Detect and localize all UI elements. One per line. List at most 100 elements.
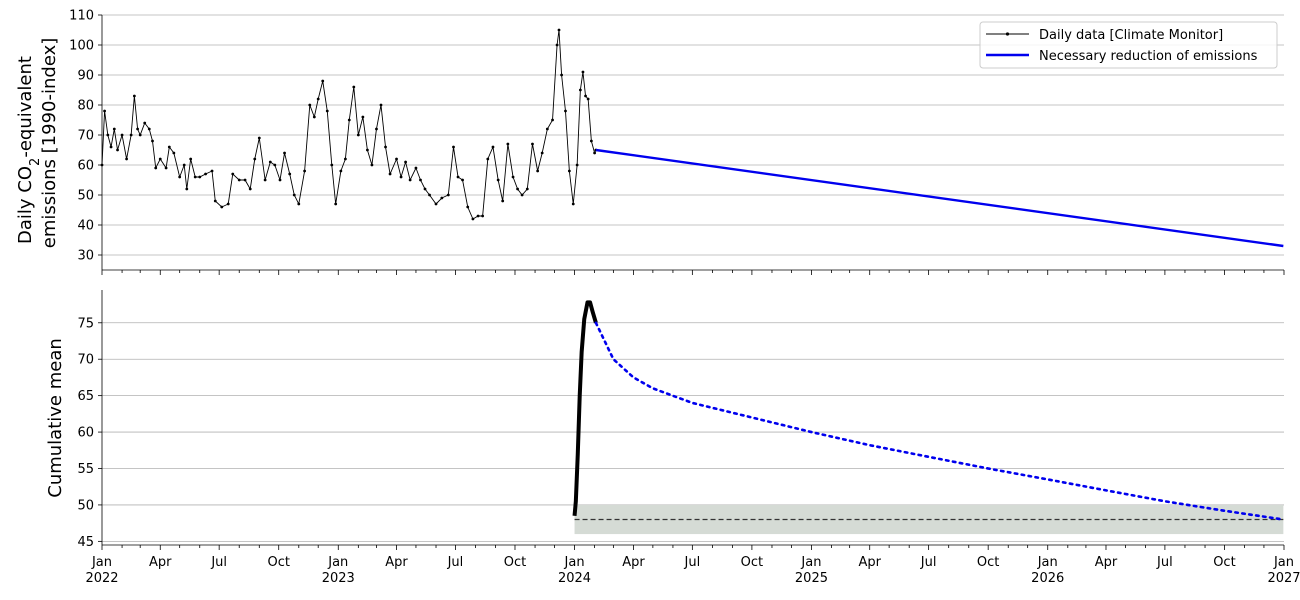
daily-data-point	[288, 172, 292, 176]
daily-data-point	[428, 193, 431, 197]
daily-data-point	[560, 73, 563, 77]
y-tick-label: 30	[77, 249, 94, 264]
y-axis-label-subscript: 2	[28, 158, 43, 166]
x-tick-year-label: 2024	[558, 571, 591, 586]
daily-data-point	[100, 163, 104, 167]
x-tick-label: Jul	[210, 555, 227, 570]
daily-data-point	[253, 157, 257, 161]
daily-data-point	[486, 157, 490, 161]
x-tick-year-label: 2025	[795, 571, 828, 586]
daily-data-point	[501, 199, 505, 203]
daily-data-point	[316, 97, 320, 101]
daily-data-point	[584, 94, 587, 98]
y-tick-label: 45	[77, 535, 94, 550]
y-tick-label: 70	[77, 353, 94, 368]
daily-data-point	[564, 109, 567, 113]
daily-data-point	[375, 127, 378, 131]
daily-data-point	[210, 169, 214, 173]
daily-data-point	[189, 157, 193, 161]
legend-box	[979, 21, 1278, 69]
daily-data-point	[555, 43, 559, 47]
daily-data-point	[106, 133, 110, 137]
y-tick-label: 110	[69, 9, 94, 24]
daily-data-point	[551, 118, 554, 122]
daily-data-point	[365, 148, 369, 152]
daily-data-point	[557, 28, 561, 32]
daily-data-point	[321, 79, 325, 83]
daily-data-point	[511, 175, 515, 179]
y-axis-label: Daily CO2-equivalent	[15, 56, 43, 244]
y-tick-label: 90	[77, 69, 94, 84]
y-axis-label: Cumulative mean	[45, 338, 66, 498]
daily-data-point	[525, 187, 529, 191]
x-tick-year-label: 2026	[1031, 571, 1064, 586]
legend: Daily data [Climate Monitor] Necessary re…	[979, 21, 1278, 69]
daily-data-point	[132, 94, 136, 98]
daily-data-point	[138, 133, 142, 137]
daily-data-point	[589, 139, 593, 143]
daily-data-point	[352, 85, 356, 89]
daily-data-point	[213, 199, 217, 203]
y-tick-label: 55	[77, 462, 94, 477]
daily-data-point	[356, 133, 360, 137]
daily-data-point	[384, 145, 387, 149]
x-tick-label: Jul	[447, 555, 464, 570]
x-tick-label: Apr	[622, 555, 645, 570]
daily-data-point	[388, 172, 392, 176]
daily-data-point	[434, 202, 438, 206]
x-tick-label: Jan	[1037, 555, 1058, 570]
daily-data-point	[312, 115, 316, 119]
daily-data-point	[395, 157, 398, 161]
daily-data-point	[116, 148, 119, 152]
daily-data-point	[147, 127, 151, 131]
daily-data-point	[292, 193, 296, 197]
daily-data-point	[506, 142, 510, 146]
daily-data-point	[578, 88, 582, 92]
x-tick-label: Oct	[1213, 555, 1235, 570]
daily-data-point	[263, 178, 267, 182]
y-tick-label: 80	[77, 99, 94, 114]
daily-data-point	[129, 133, 133, 137]
y-tick-label: 100	[69, 39, 94, 54]
daily-data-point	[399, 175, 403, 179]
daily-data-point	[109, 145, 113, 149]
x-tick-label: Oct	[504, 555, 526, 570]
y-tick-label: 40	[77, 219, 94, 234]
daily-data-point	[172, 151, 176, 155]
daily-data-point	[496, 178, 500, 182]
daily-data-point	[466, 205, 470, 209]
daily-data-point	[303, 169, 307, 173]
x-tick-label: Apr	[1095, 555, 1118, 570]
daily-data-point	[182, 163, 186, 167]
daily-data-point	[125, 157, 128, 161]
y-axis-label-part: -equivalent	[15, 56, 36, 158]
daily-data-point	[593, 151, 597, 155]
daily-data-point	[414, 166, 418, 170]
daily-data-point	[440, 196, 444, 200]
x-tick-label: Apr	[385, 555, 408, 570]
y-tick-label: 65	[77, 389, 94, 404]
daily-data-point	[143, 121, 147, 125]
daily-data-point	[545, 127, 549, 131]
daily-data-point	[456, 175, 460, 179]
daily-data-point	[379, 103, 383, 107]
daily-data-point	[461, 178, 464, 182]
daily-data-point	[231, 172, 235, 176]
y-tick-label: 75	[77, 316, 94, 331]
daily-data-point	[575, 163, 579, 167]
y-tick-label: 50	[77, 498, 94, 513]
daily-data-point	[273, 163, 277, 167]
daily-data-point	[198, 175, 202, 179]
daily-data-point	[370, 163, 374, 167]
daily-data-point	[361, 115, 365, 119]
x-tick-label: Jul	[920, 555, 937, 570]
x-tick-label: Jan	[1273, 555, 1294, 570]
daily-data-point	[151, 139, 154, 143]
daily-data-point	[423, 187, 427, 191]
daily-data-point	[248, 187, 252, 191]
x-tick-label: Apr	[149, 555, 172, 570]
emissions-panel: 30 40 50 60 70 80 90 100 110 Daily CO2-equivalent…	[15, 9, 1285, 275]
daily-data-point	[103, 109, 106, 113]
daily-data-point	[404, 160, 407, 164]
